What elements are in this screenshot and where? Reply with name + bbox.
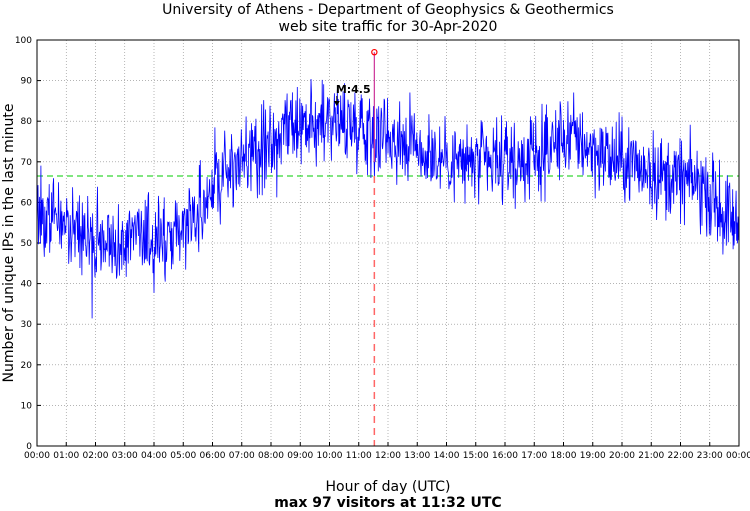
y-tick-label: 40 xyxy=(21,280,33,290)
x-tick-label: 12:00 xyxy=(375,451,401,461)
x-tick-label: 16:00 xyxy=(492,451,518,461)
x-tick-label: 06:00 xyxy=(200,451,226,461)
plot-frame xyxy=(36,39,740,447)
traffic-series-line xyxy=(36,78,740,319)
x-tick-label: 15:00 xyxy=(463,451,489,461)
x-tick-label: 08:00 xyxy=(258,451,284,461)
y-tick-label: 80 xyxy=(21,117,33,127)
max-marker-dot xyxy=(371,48,378,56)
quake-annotation: M:4.5 xyxy=(333,83,371,106)
y-tick-label: 20 xyxy=(21,361,33,371)
y-tick-label: 0 xyxy=(26,442,32,452)
x-tick-label: 17:00 xyxy=(521,451,547,461)
y-tick-label: 60 xyxy=(21,198,33,208)
x-tick-label: 07:00 xyxy=(229,451,255,461)
x-tick-label: 09:00 xyxy=(287,451,313,461)
x-tick-label: 00:00 xyxy=(24,451,50,461)
x-axis-label: Hour of day (UTC) xyxy=(326,479,451,495)
chart-subtitle: web site traffic for 30-Apr-2020 xyxy=(279,19,498,35)
x-tick-label: 14:00 xyxy=(434,451,460,461)
max-visitors-note: max 97 visitors at 11:32 UTC xyxy=(274,495,501,511)
x-tick-label: 22:00 xyxy=(668,451,694,461)
x-tick-label: 00:00 xyxy=(726,451,750,461)
y-tick-label: 100 xyxy=(15,36,32,46)
x-tick-label: 13:00 xyxy=(404,451,430,461)
x-tick-label: 05:00 xyxy=(170,451,196,461)
x-tick-label: 11:00 xyxy=(346,451,372,461)
y-tick-label: 70 xyxy=(21,158,33,168)
x-tick-label: 01:00 xyxy=(53,451,79,461)
y-tick-label: 30 xyxy=(21,320,33,330)
y-tick-label: 10 xyxy=(21,401,33,411)
x-tick-label: 18:00 xyxy=(551,451,577,461)
y-tick-label: 50 xyxy=(21,239,33,249)
x-tick-label: 04:00 xyxy=(141,451,167,461)
y-axis-label: Number of unique IPs in the last minute xyxy=(1,104,17,383)
x-tick-label: 02:00 xyxy=(83,451,109,461)
annotation-label: M:4.5 xyxy=(336,83,371,96)
x-axis-ticks: 00:00 01:00 02:00 03:00 04:00 05:00 06:00 07:00… xyxy=(24,442,750,461)
x-tick-label: 23:00 xyxy=(697,451,723,461)
chart-title: University of Athens - Department of Geo… xyxy=(162,2,614,18)
y-tick-label: 90 xyxy=(21,77,33,87)
annotation-arrowhead xyxy=(333,100,340,106)
x-tick-label: 20:00 xyxy=(609,451,635,461)
x-tick-label: 03:00 xyxy=(112,451,138,461)
x-tick-label: 10:00 xyxy=(317,451,343,461)
x-tick-label: 19:00 xyxy=(580,451,606,461)
x-tick-label: 21:00 xyxy=(638,451,664,461)
